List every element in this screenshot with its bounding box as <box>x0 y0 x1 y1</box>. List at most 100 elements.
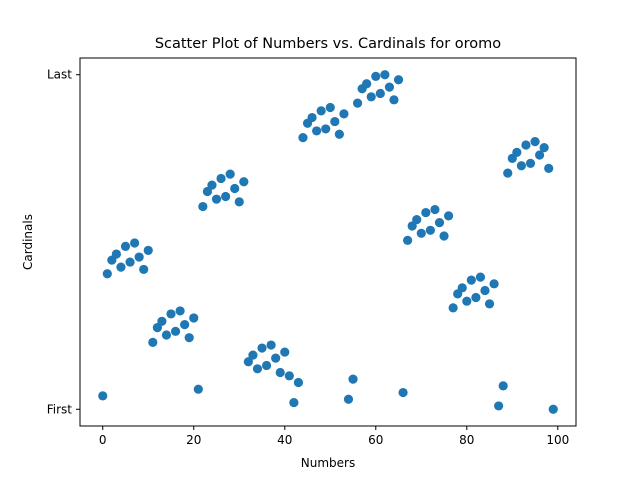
data-point <box>412 214 422 225</box>
data-point <box>393 75 404 85</box>
data-point <box>316 106 326 116</box>
data-point <box>152 323 162 333</box>
data-point <box>266 340 276 350</box>
data-point <box>202 186 213 197</box>
data-point <box>462 296 472 306</box>
data-point <box>371 71 381 81</box>
data-point <box>389 95 399 105</box>
data-point <box>539 143 549 153</box>
data-point <box>307 112 317 123</box>
data-point <box>312 126 322 136</box>
data-point <box>548 404 558 414</box>
data-point <box>443 211 454 221</box>
data-point <box>139 264 149 275</box>
data-point <box>375 88 385 99</box>
data-point <box>466 275 476 285</box>
data-point <box>484 299 495 309</box>
data-point <box>239 177 249 187</box>
data-point <box>271 353 281 363</box>
ticks-layer: 0 20 40 60 80 100 First Last <box>47 68 570 447</box>
data-point <box>366 92 376 102</box>
data-point <box>170 326 181 336</box>
data-point <box>503 168 513 178</box>
x-tick-label: 100 <box>546 433 569 447</box>
data-point <box>207 180 217 190</box>
data-point <box>334 129 344 139</box>
data-point <box>157 316 167 326</box>
points-layer <box>98 70 558 414</box>
data-point <box>298 133 308 143</box>
data-point <box>216 173 226 184</box>
data-point <box>289 397 299 408</box>
data-point <box>325 102 335 113</box>
data-point <box>102 269 112 279</box>
data-point <box>284 371 294 381</box>
data-point <box>425 225 435 235</box>
x-tick-label: 80 <box>459 433 474 447</box>
data-point <box>243 357 253 367</box>
data-point <box>475 272 486 282</box>
data-point <box>130 238 140 248</box>
data-point <box>116 262 126 272</box>
data-point <box>261 360 272 371</box>
data-point <box>230 183 240 194</box>
data-point <box>352 98 363 108</box>
data-point <box>403 235 413 245</box>
data-point <box>252 364 263 374</box>
data-point <box>248 350 258 360</box>
data-point <box>193 384 203 394</box>
data-point <box>280 347 290 357</box>
data-point <box>225 169 235 179</box>
data-point <box>221 191 231 202</box>
y-axis-label: Cardinals <box>21 214 35 270</box>
data-point <box>180 320 190 330</box>
data-point <box>343 394 354 404</box>
data-point <box>148 337 158 347</box>
data-point <box>293 377 304 388</box>
data-point <box>439 231 449 241</box>
data-point <box>175 306 185 316</box>
data-point <box>111 249 121 259</box>
data-point <box>161 330 172 340</box>
data-point <box>398 387 408 398</box>
data-point <box>535 150 545 160</box>
plot-frame <box>79 57 577 427</box>
data-point <box>384 82 395 92</box>
data-point <box>421 207 431 218</box>
data-point <box>184 333 194 343</box>
data-point <box>544 163 554 173</box>
data-point <box>407 221 417 231</box>
x-axis-label: Numbers <box>301 456 355 470</box>
data-point <box>380 70 390 80</box>
x-tick-label: 0 <box>99 433 107 447</box>
data-point <box>257 343 267 353</box>
y-tick-label: Last <box>47 68 72 82</box>
data-point <box>339 109 349 119</box>
data-point <box>98 391 108 401</box>
data-point <box>348 374 358 384</box>
data-point <box>498 381 508 391</box>
data-point <box>448 303 458 313</box>
data-point <box>430 204 440 215</box>
data-point <box>275 367 285 378</box>
data-point <box>134 252 144 262</box>
data-point <box>471 292 481 303</box>
data-point <box>494 401 504 411</box>
x-tick-label: 40 <box>277 433 292 447</box>
data-point <box>489 279 499 289</box>
data-point <box>198 201 208 212</box>
data-point <box>330 116 340 127</box>
data-point <box>211 194 222 204</box>
data-point <box>143 245 153 255</box>
x-tick-label: 20 <box>186 433 201 447</box>
data-point <box>189 313 199 323</box>
data-point <box>166 309 176 319</box>
chart-title: Scatter Plot of Numbers vs. Cardinals fo… <box>155 36 501 52</box>
data-point <box>120 241 131 251</box>
data-point <box>525 158 536 168</box>
data-point <box>434 218 445 228</box>
data-point <box>516 161 526 171</box>
data-point <box>234 197 244 207</box>
data-point <box>530 137 540 147</box>
